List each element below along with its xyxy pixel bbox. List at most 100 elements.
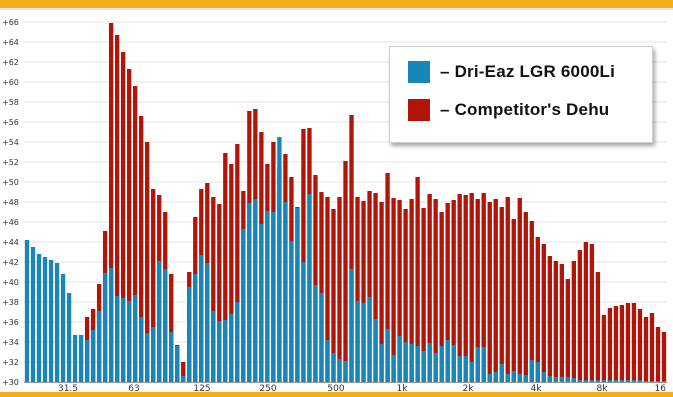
bar-competitor [373, 193, 378, 382]
bar-competitor [319, 192, 324, 382]
bar-competitor [313, 175, 318, 382]
bar-dri-eaz [415, 346, 420, 382]
bar-competitor [361, 201, 366, 382]
y-tick-label: +34 [2, 338, 19, 347]
bar-dri-eaz [90, 330, 96, 382]
bar-dri-eaz [355, 301, 360, 382]
bar-competitor [583, 242, 589, 382]
bar-dri-eaz [625, 380, 631, 382]
bar-competitor [331, 209, 336, 382]
bar-competitor [577, 250, 583, 382]
x-tick-label: 31.5 [58, 384, 78, 392]
bar-competitor [505, 197, 510, 382]
legend-item-series-1: – Dri-Eaz LGR 6000Li [408, 61, 615, 83]
bar-chart: +30 +32 +34 +36 +38 +40 +42 +44 +46 +48 +50 +52 +54 +… [2, 18, 667, 392]
bar-dri-eaz [421, 351, 426, 382]
bar-competitor [655, 327, 661, 382]
bar-dri-eaz [403, 342, 408, 382]
bar-dri-eaz [48, 260, 54, 382]
bar-competitor [229, 164, 234, 382]
y-tick-label: +36 [2, 318, 19, 327]
bar-dri-eaz [325, 340, 330, 382]
bar-competitor [223, 153, 228, 382]
bar-competitor [349, 115, 354, 382]
bar-dri-eaz [307, 194, 312, 382]
bar-dri-eaz [601, 380, 607, 382]
bar-competitor [493, 199, 498, 382]
bar-dri-eaz [253, 199, 258, 382]
bar-competitor [607, 308, 613, 382]
bar-dri-eaz [481, 347, 486, 382]
bar-dri-eaz [361, 303, 366, 382]
bar-competitor [541, 244, 546, 382]
bar-dri-eaz [24, 240, 30, 382]
bar-dri-eaz [529, 360, 534, 382]
bar-dri-eaz [655, 381, 661, 382]
bar-dri-eaz [523, 375, 528, 382]
y-tick-label: +32 [2, 358, 19, 367]
bar-dri-eaz [181, 376, 186, 382]
bar-dri-eaz [613, 380, 619, 382]
bar-competitor [433, 199, 438, 382]
y-tick-label: +58 [2, 98, 19, 107]
bar-dri-eaz [583, 380, 589, 382]
bar-dri-eaz [229, 314, 234, 382]
bar-dri-eaz [511, 371, 516, 382]
bar-dri-eaz [343, 361, 348, 382]
legend-label-dri-eaz: – Dri-Eaz LGR 6000Li [440, 62, 616, 81]
bar-dri-eaz [217, 321, 222, 382]
bar-competitor [499, 207, 504, 382]
bar-competitor [475, 199, 480, 382]
y-tick-label: +56 [2, 118, 19, 127]
bar-dri-eaz [427, 343, 432, 382]
bar-dri-eaz [72, 335, 78, 382]
bar-dri-eaz [139, 317, 144, 382]
bar-competitor [511, 219, 516, 382]
bar-competitor [625, 303, 631, 382]
bar-competitor [559, 264, 564, 382]
bar-dri-eaz [102, 273, 108, 382]
bar-dri-eaz [379, 344, 384, 382]
bar-competitor [427, 194, 432, 382]
y-tick-label: +40 [2, 278, 19, 287]
y-tick-label: +60 [2, 78, 19, 87]
bar-competitor [127, 69, 132, 382]
bar-competitor [535, 237, 540, 382]
bar-competitor [114, 35, 120, 382]
bar-dri-eaz [223, 320, 228, 382]
bar-dri-eaz [78, 335, 84, 382]
y-tick-label: +46 [2, 218, 19, 227]
bar-competitor [391, 198, 396, 382]
bar-competitor [211, 197, 216, 382]
bar-competitor [631, 303, 637, 382]
bar-dri-eaz [469, 362, 474, 382]
bar-competitor [133, 86, 138, 382]
bar-dri-eaz [607, 380, 613, 382]
bar-competitor [367, 191, 372, 382]
bar-dri-eaz [409, 344, 414, 382]
bar-competitor [217, 204, 222, 382]
bar-competitor [547, 256, 552, 382]
bar-dri-eaz [367, 297, 372, 382]
bar-competitor [403, 209, 408, 382]
bar-dri-eaz [30, 247, 36, 382]
bar-competitor [481, 193, 486, 382]
bar-dri-eaz [385, 329, 390, 382]
bar-competitor [463, 195, 468, 382]
bar-competitor [181, 362, 186, 382]
bar-dri-eaz [445, 340, 450, 382]
bar-dri-eaz [499, 364, 504, 382]
bar-competitor [457, 194, 462, 382]
bar-dri-eaz [301, 262, 306, 382]
bar-competitor [343, 161, 348, 382]
y-tick-label: +30 [2, 378, 19, 387]
bar-dri-eaz [577, 380, 583, 382]
bar-competitor [445, 203, 450, 382]
bar-dri-eaz [661, 381, 667, 382]
bar-dri-eaz [331, 353, 336, 382]
bar-competitor [108, 23, 114, 382]
y-tick-label: +54 [2, 138, 19, 147]
bar-dri-eaz [439, 346, 444, 382]
bar-dri-eaz [96, 311, 102, 382]
bar-dri-eaz [133, 295, 138, 382]
